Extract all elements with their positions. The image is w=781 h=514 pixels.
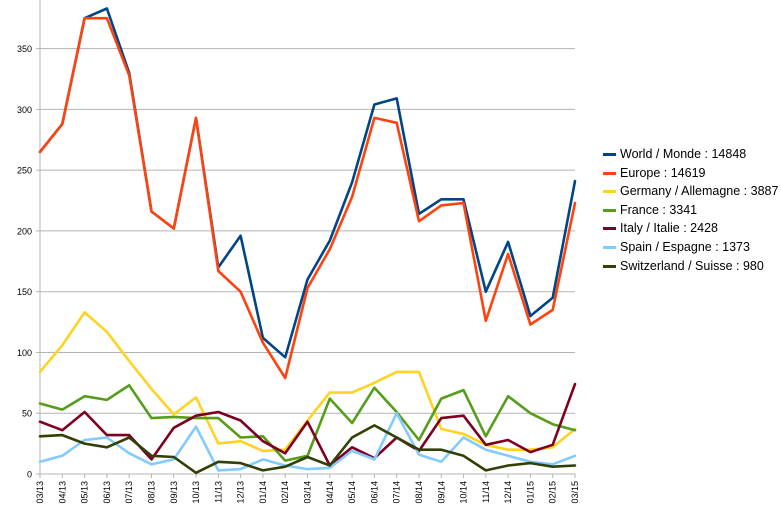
legend-item: Spain / Espagne : 1373 bbox=[603, 239, 781, 256]
y-tick-label: 150 bbox=[17, 287, 32, 297]
x-tick-label: 12/14 bbox=[503, 481, 513, 504]
y-tick-label: 200 bbox=[17, 226, 32, 236]
legend-label: Italy / Italie : 2428 bbox=[620, 221, 718, 236]
x-tick-label: 08/14 bbox=[414, 481, 424, 504]
legend-swatch bbox=[603, 245, 616, 249]
y-tick-label: 300 bbox=[17, 105, 32, 115]
axes bbox=[36, 0, 576, 478]
x-tick-label: 03/13 bbox=[35, 481, 45, 504]
x-tick-label: 02/15 bbox=[548, 481, 558, 504]
x-tick-label: 11/14 bbox=[481, 481, 491, 503]
series-line-5 bbox=[38, 411, 577, 472]
y-tick-label: 250 bbox=[17, 166, 32, 176]
x-tick-label: 03/15 bbox=[570, 481, 580, 504]
gridlines bbox=[40, 48, 575, 414]
y-tick-label: 50 bbox=[22, 409, 32, 419]
y-tick-label: 0 bbox=[27, 470, 32, 480]
series-line-4 bbox=[38, 382, 577, 467]
x-tick-label: 05/14 bbox=[347, 481, 357, 504]
legend-label: Spain / Espagne : 1373 bbox=[620, 239, 750, 254]
x-tick-label: 09/14 bbox=[436, 481, 446, 504]
x-tick-labels: 03/13 04/13 05/13 06/13 07/13 08/13 09/13 10/13… bbox=[35, 481, 580, 504]
legend-item: World / Monde : 14848 bbox=[603, 146, 781, 163]
legend-swatch bbox=[603, 227, 616, 231]
x-tick-label: 11/13 bbox=[213, 481, 223, 503]
x-tick-label: 04/13 bbox=[57, 481, 67, 504]
x-tick-label: 06/14 bbox=[369, 481, 379, 504]
x-tick-label: 01/14 bbox=[258, 481, 268, 504]
y-tick-label: 100 bbox=[17, 348, 32, 358]
y-tick-labels: 0 50 100 150 200 250 300 350 bbox=[17, 44, 32, 479]
x-tick-label: 04/14 bbox=[325, 481, 335, 504]
y-tick-label: 350 bbox=[17, 44, 32, 54]
legend-swatch bbox=[603, 208, 616, 212]
x-tick-label: 09/13 bbox=[169, 481, 179, 504]
legend-swatch bbox=[603, 153, 616, 156]
chart-legend: World / Monde : 14848 Europe : 14619 Germa… bbox=[603, 146, 781, 276]
x-tick-label: 02/14 bbox=[280, 481, 290, 504]
x-tick-label: 07/13 bbox=[124, 481, 134, 504]
legend-item: Germany / Allemagne : 3887 bbox=[603, 183, 781, 200]
series-lines bbox=[38, 7, 577, 475]
legend-item: France : 3341 bbox=[603, 202, 781, 219]
series-line-2 bbox=[38, 311, 577, 453]
x-tick-label: 10/14 bbox=[459, 481, 469, 504]
legend-label: Germany / Allemagne : 3887 bbox=[620, 184, 779, 199]
x-tick-label: 12/13 bbox=[236, 481, 246, 504]
legend-item: Italy / Italie : 2428 bbox=[603, 220, 781, 237]
legend-swatch bbox=[603, 171, 616, 175]
series-line-6 bbox=[38, 424, 577, 475]
legend-label: France : 3341 bbox=[620, 202, 698, 217]
x-tick-label: 10/13 bbox=[191, 481, 201, 504]
x-tick-label: 03/14 bbox=[303, 481, 313, 504]
series-line-1 bbox=[38, 16, 577, 380]
series-line-0 bbox=[38, 7, 577, 359]
x-tick-label: 01/15 bbox=[525, 481, 535, 504]
legend-item: Switzerland / Suisse : 980 bbox=[603, 258, 781, 275]
legend-label: World / Monde : 14848 bbox=[620, 147, 747, 161]
legend-label: Switzerland / Suisse : 980 bbox=[620, 258, 764, 273]
x-tick-label: 07/14 bbox=[392, 481, 402, 504]
legend-label: Europe : 14619 bbox=[620, 165, 706, 180]
legend-swatch bbox=[603, 190, 616, 194]
x-tick-label: 06/13 bbox=[102, 481, 112, 504]
x-tick-label: 05/13 bbox=[80, 481, 90, 504]
legend-item: Europe : 14619 bbox=[603, 165, 781, 182]
x-tick-label: 08/13 bbox=[146, 481, 156, 504]
legend-swatch bbox=[603, 264, 616, 268]
